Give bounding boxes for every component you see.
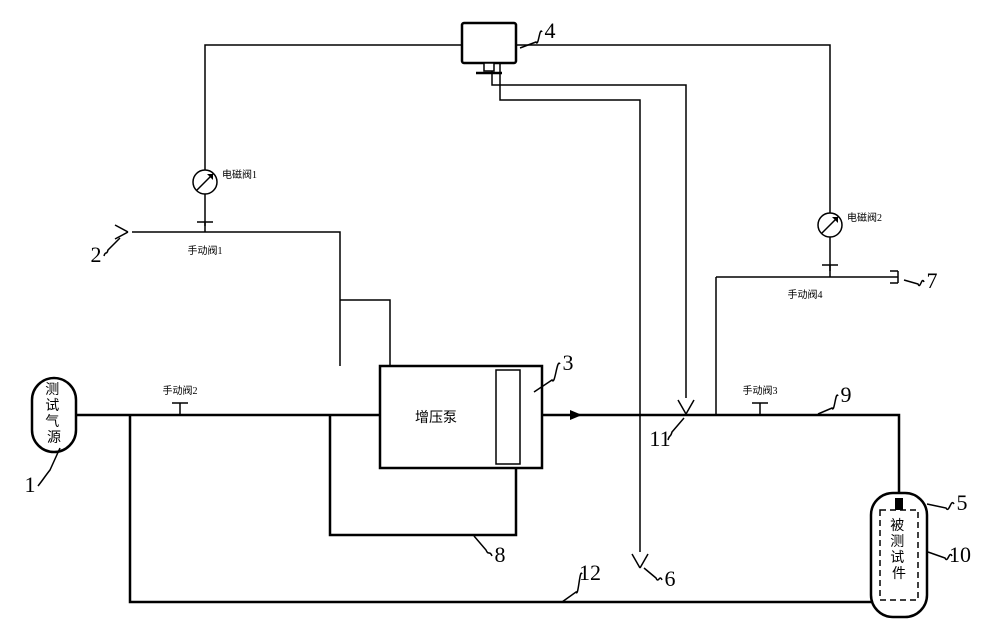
arrow-sensor-6-icon <box>632 554 648 568</box>
booster-pump-label: 增压泵 <box>415 410 457 426</box>
line-monitor-right <box>516 45 830 213</box>
solenoid-valve-2-icon: 电磁阀2 <box>818 211 882 237</box>
gas-source-icon: 测 试 气 源 <box>32 378 76 452</box>
tested-piece-icon: 被 测 试 件 <box>871 493 927 617</box>
line-monitor-s11 <box>492 63 686 398</box>
manual-valve-2-icon: 手动阀2 <box>163 384 198 415</box>
callout-1-leader <box>38 448 60 486</box>
callout-4: 4 <box>545 18 556 43</box>
pneumatic-schematic: 测 试 气 源 增压泵 被 测 试 件 电磁阀1 电磁阀2 <box>0 0 1000 635</box>
callout-11: 11 <box>649 426 670 451</box>
arrow-sensor-11-icon <box>678 400 694 414</box>
arrow-pump-out-icon <box>570 410 582 420</box>
line-pump-drive <box>340 300 390 366</box>
callout-2-leader <box>104 238 120 256</box>
callout-1: 1 <box>25 472 36 497</box>
solenoid-valve-1-label: 电磁阀1 <box>222 168 257 181</box>
line-monitor-left <box>205 45 462 170</box>
monitor-icon <box>462 23 516 73</box>
pipe-main-2 <box>542 415 899 493</box>
callout-10: 10 <box>949 542 971 567</box>
manual-valve-4-label: 手动阀4 <box>788 288 823 301</box>
callout-12: 12 <box>579 560 601 585</box>
manual-valve-3-label: 手动阀3 <box>743 384 778 397</box>
callout-6: 6 <box>665 566 676 591</box>
callout-9: 9 <box>841 382 852 407</box>
manual-valve-3-icon: 手动阀3 <box>743 384 778 415</box>
manual-valve-1-label: 手动阀1 <box>188 244 223 257</box>
callout-7: 7 <box>927 268 938 293</box>
arrow-left-drive-icon <box>115 225 128 239</box>
line-monitor-s6 <box>500 63 640 552</box>
callout-5: 5 <box>957 490 968 515</box>
callout-9-leader <box>818 395 838 414</box>
callout-8: 8 <box>495 542 506 567</box>
manual-valve-2-label: 手动阀2 <box>163 384 198 397</box>
callout-3: 3 <box>563 350 574 375</box>
manual-valve-4-icon: 手动阀4 <box>788 265 839 301</box>
callouts: 123456789101112 <box>25 18 972 602</box>
manual-valve-1-icon: 手动阀1 <box>188 222 223 257</box>
callout-5-leader <box>927 503 954 510</box>
callout-2: 2 <box>91 242 102 267</box>
solenoid-valve-2-label: 电磁阀2 <box>847 211 882 224</box>
callout-6-leader <box>644 568 662 580</box>
line-left-manifold <box>132 232 340 366</box>
callout-8-leader <box>474 536 492 556</box>
solenoid-valve-1-icon: 电磁阀1 <box>193 168 257 194</box>
booster-pump-icon: 增压泵 <box>380 366 542 468</box>
callout-7-leader <box>904 280 924 286</box>
